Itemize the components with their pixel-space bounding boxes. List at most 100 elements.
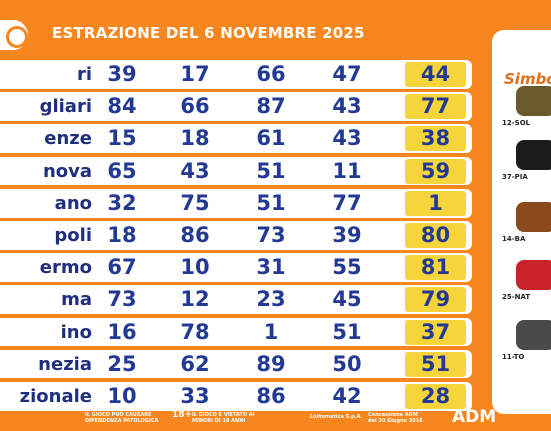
drawn-number: 86 <box>256 383 286 408</box>
table-row: nezia 25 62 89 50 51 <box>0 349 472 379</box>
extra-number: 28 <box>405 383 466 409</box>
drawn-number: 43 <box>180 158 210 183</box>
table-row: nova 65 43 51 11 59 <box>0 156 472 186</box>
drawn-number: 17 <box>180 62 210 86</box>
wheel-name: ri <box>76 64 92 85</box>
table-row: ano 32 75 51 77 1 <box>0 188 472 218</box>
drawn-number: 10 <box>180 255 210 280</box>
logo-ring-icon <box>6 26 28 48</box>
page-title: ESTRAZIONE DEL 6 NOVEMBRE 2025 <box>52 24 365 42</box>
wheel-name: nezia <box>38 353 92 375</box>
drawn-number: 55 <box>332 255 362 280</box>
symbol-item: 11-TO <box>502 320 551 361</box>
table-row: ma 73 12 23 45 79 <box>0 285 472 315</box>
drawn-number: 39 <box>332 222 362 247</box>
table-row: poli 18 86 73 39 80 <box>0 220 472 250</box>
table-row: ri 39 17 66 47 44 <box>0 60 472 89</box>
drawn-number: 32 <box>107 190 137 215</box>
drawn-number: 84 <box>107 94 137 119</box>
wheel-name: ma <box>61 289 92 311</box>
drawn-number: 78 <box>180 319 210 344</box>
drawn-number: 31 <box>256 255 286 280</box>
symbol-caption: 11-TO <box>502 353 525 361</box>
drawn-number: 43 <box>332 126 362 151</box>
drawn-number: 47 <box>332 62 362 86</box>
mice-icon <box>516 320 551 350</box>
table-row: ermo 67 10 31 55 81 <box>0 253 472 282</box>
symbol-item: 25-NAT <box>502 260 551 301</box>
extra-number: 44 <box>405 62 466 87</box>
footer-age-badge: 18+ <box>172 410 193 420</box>
extra-number: 51 <box>405 351 466 377</box>
wheel-name: gliari <box>39 96 92 118</box>
chest-icon <box>516 202 551 232</box>
adm-logo: ADM <box>452 407 497 427</box>
drawn-number: 33 <box>180 383 210 408</box>
symbol-caption: 25-NAT <box>502 293 531 301</box>
symbol-caption: 12-SOL <box>502 119 531 127</box>
drawn-number: 51 <box>256 190 286 215</box>
table-row: ino 16 78 1 51 37 <box>0 317 472 347</box>
drawn-number: 23 <box>256 287 286 312</box>
table-row: enze 15 18 61 43 38 <box>0 124 472 154</box>
footer-warning-minors: IL GIOCO È VIETATO AI MINORI DI 18 ANNI <box>192 412 255 424</box>
table-row: gliari 84 66 87 43 77 <box>0 92 472 121</box>
drawn-number: 16 <box>107 319 137 344</box>
christmas-ornament-icon <box>516 260 551 290</box>
drawn-number: 18 <box>107 222 137 247</box>
symbol-caption: 14-BA <box>502 235 526 243</box>
wheel-name: nova <box>42 160 92 182</box>
symbol-item: 12-SOL <box>502 86 551 127</box>
footer-company: Lottomatica S.p.A. <box>310 414 363 420</box>
drawn-number: 89 <box>256 351 286 376</box>
drawn-number: 10 <box>107 383 137 408</box>
footer-warning-addiction: IL GIOCO PUÒ CAUSARE DIPENDENZA PATOLOGI… <box>85 412 159 424</box>
footer-concession: Concessione ADM del 20 Giugno 2016 <box>368 412 423 424</box>
extra-number: 1 <box>405 190 466 216</box>
extra-number: 38 <box>405 126 466 152</box>
drawn-number: 75 <box>180 190 210 215</box>
drawn-number: 51 <box>332 319 362 344</box>
drawn-number: 15 <box>107 126 137 151</box>
drawn-number: 50 <box>332 351 362 376</box>
drawn-number: 43 <box>332 94 362 119</box>
results-table: ri 39 17 66 47 44 gliari 84 66 87 43 77 enze 15 18 61 43… <box>0 60 472 414</box>
wheel-name: ano <box>54 192 92 214</box>
drawn-number: 25 <box>107 351 137 376</box>
drawn-number: 42 <box>332 383 362 408</box>
symbol-caption: 37-PIA <box>502 173 528 181</box>
drawn-number: 66 <box>180 94 210 119</box>
drawn-number: 66 <box>256 62 286 86</box>
wheel-name: ino <box>60 321 92 343</box>
symbol-item: 14-BA <box>502 202 551 243</box>
extra-number: 81 <box>405 255 466 281</box>
simbolotto-panel: Simbolo 12-SOL 37-PIA 14-BA 25-NAT 11-TO <box>492 30 551 414</box>
drawn-number: 39 <box>107 62 137 86</box>
drawn-number: 11 <box>332 158 362 183</box>
drawn-number: 18 <box>180 126 210 151</box>
drawn-number: 87 <box>256 94 286 119</box>
piano-icon <box>516 140 551 170</box>
drawn-number: 61 <box>256 126 286 151</box>
table-row: zionale 10 33 86 42 28 <box>0 381 472 411</box>
extra-number: 77 <box>405 94 466 120</box>
extra-number: 59 <box>405 158 466 184</box>
wheel-name: poli <box>54 224 92 246</box>
drawn-number: 77 <box>332 190 362 215</box>
wheel-name: zionale <box>19 385 92 407</box>
drawn-number: 67 <box>107 255 137 280</box>
drawn-number: 12 <box>180 287 210 312</box>
drawn-number: 62 <box>180 351 210 376</box>
footer: IL GIOCO PUÒ CAUSARE DIPENDENZA PATOLOGI… <box>0 404 551 431</box>
drawn-number: 73 <box>107 287 137 312</box>
drawn-number: 86 <box>180 222 210 247</box>
drawn-number: 51 <box>256 158 286 183</box>
extra-number: 37 <box>405 319 466 345</box>
soldier-helmet-icon <box>516 86 551 116</box>
symbol-item: 37-PIA <box>502 140 551 181</box>
drawn-number: 73 <box>256 222 286 247</box>
extra-number: 80 <box>405 222 466 248</box>
wheel-name: ermo <box>39 257 92 279</box>
simbolotto-title: Simbolo <box>504 70 551 88</box>
drawn-number: 1 <box>263 319 279 344</box>
